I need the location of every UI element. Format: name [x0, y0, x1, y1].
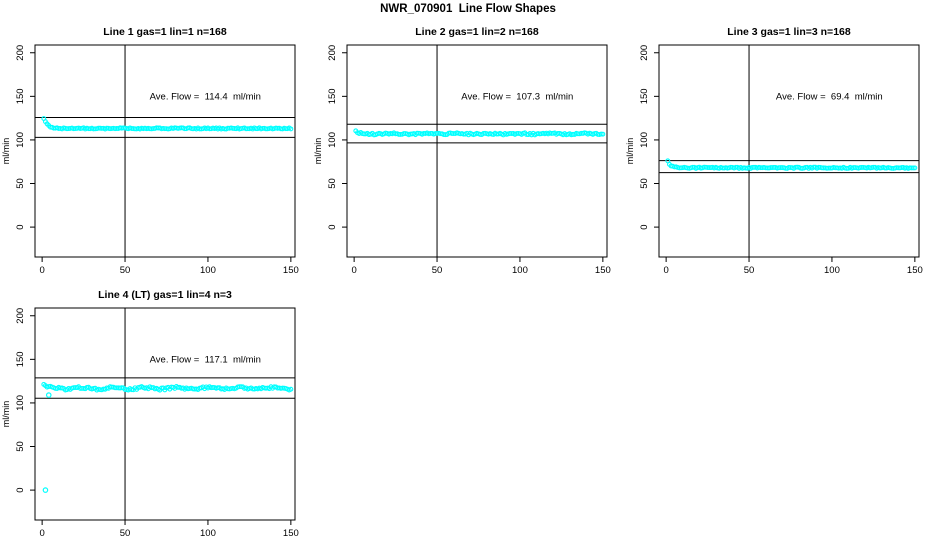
x-axis-tick-label: 0 — [39, 265, 44, 276]
y-axis-tick-label: 150 — [15, 88, 26, 104]
panel-title: Line 1 gas=1 lin=1 n=168 — [103, 26, 227, 38]
panel-line3-chart: Line 3 gas=1 lin=3 n=168 0 50 100 150 0 50 100 1… — [625, 26, 923, 276]
ave-flow-annotation: Ave. Flow = 107.3 ml/min — [461, 91, 573, 102]
x-axis-tick-label: 0 — [663, 265, 668, 276]
data-series — [41, 381, 294, 493]
y-axis-tick-label: 150 — [639, 88, 650, 104]
plot-border — [658, 44, 920, 258]
x-axis-tick-label: 50 — [744, 265, 755, 276]
y-axis-tick-label: 50 — [15, 441, 26, 452]
y-axis-label: ml/min — [625, 138, 635, 165]
plot-border — [346, 44, 608, 258]
panel-title: Line 2 gas=1 lin=2 n=168 — [415, 26, 539, 38]
y-axis-tick-label: 200 — [639, 45, 650, 61]
y-axis-tick-label: 50 — [639, 178, 650, 189]
panel-line2-chart: Line 2 gas=1 lin=2 n=168 0 50 100 150 0 50 100 1… — [313, 26, 611, 276]
y-axis-label: ml/min — [1, 138, 11, 165]
x-axis-tick-label: 100 — [512, 265, 528, 276]
x-axis-tick-label: 150 — [283, 265, 299, 276]
x-axis-tick-label: 100 — [824, 265, 840, 276]
y-axis-tick-label: 200 — [15, 308, 26, 324]
ave-flow-annotation: Ave. Flow = 114.4 ml/min — [150, 91, 261, 102]
y-axis-tick-label: 0 — [15, 487, 26, 492]
x-axis-tick-label: 150 — [283, 528, 299, 539]
y-axis-tick-label: 0 — [327, 224, 338, 229]
ave-flow-annotation: Ave. Flow = 117.1 ml/min — [150, 354, 261, 365]
y-axis-label: ml/min — [1, 401, 11, 428]
data-point — [600, 131, 606, 137]
panel-title: Line 4 (LT) gas=1 lin=4 n=3 — [98, 289, 232, 301]
x-axis-tick-label: 100 — [200, 265, 216, 276]
y-axis-tick-label: 200 — [15, 45, 26, 61]
plot-border — [34, 44, 296, 258]
x-axis-tick-label: 50 — [120, 528, 131, 539]
data-point — [288, 126, 294, 132]
data-series — [353, 128, 606, 138]
x-axis-tick-label: 50 — [120, 265, 131, 276]
panel-line1-chart: Line 1 gas=1 lin=1 n=168 0 50 100 150 0 50 100 1… — [1, 26, 299, 276]
figure-title: NWR_070901 Line Flow Shapes — [380, 3, 556, 15]
y-axis-tick-label: 150 — [327, 88, 338, 104]
y-axis-tick-label: 0 — [15, 224, 26, 229]
x-axis-tick-label: 50 — [432, 265, 443, 276]
y-axis-tick-label: 50 — [15, 178, 26, 189]
data-point — [288, 386, 294, 392]
x-axis-tick-label: 0 — [39, 528, 44, 539]
data-series — [665, 158, 918, 171]
x-axis-tick-label: 100 — [200, 528, 216, 539]
y-axis-tick-label: 0 — [639, 224, 650, 229]
outlier-data-point — [42, 487, 49, 493]
x-axis-tick-label: 0 — [351, 265, 356, 276]
ave-flow-annotation: Ave. Flow = 69.4 ml/min — [776, 91, 883, 102]
data-point — [598, 131, 604, 137]
y-axis-tick-label: 50 — [327, 178, 338, 189]
y-axis-tick-label: 100 — [327, 132, 338, 148]
x-axis-tick-label: 150 — [907, 265, 923, 276]
y-axis-label: ml/min — [313, 138, 323, 165]
y-axis-tick-label: 100 — [15, 395, 26, 411]
data-point — [912, 165, 918, 171]
y-axis-tick-label: 200 — [327, 45, 338, 61]
y-axis-tick-label: 100 — [15, 132, 26, 148]
data-point — [910, 165, 916, 171]
plot-border — [34, 307, 296, 521]
data-series — [41, 116, 294, 132]
panel-line4-chart: Line 4 (LT) gas=1 lin=4 n=3 0 50 100 150 0 50 1… — [1, 289, 299, 539]
x-axis-tick-label: 150 — [595, 265, 611, 276]
y-axis-tick-label: 150 — [15, 351, 26, 367]
y-axis-tick-label: 100 — [639, 132, 650, 148]
outlier-data-point — [45, 392, 52, 398]
panel-title: Line 3 gas=1 lin=3 n=168 — [727, 26, 851, 38]
